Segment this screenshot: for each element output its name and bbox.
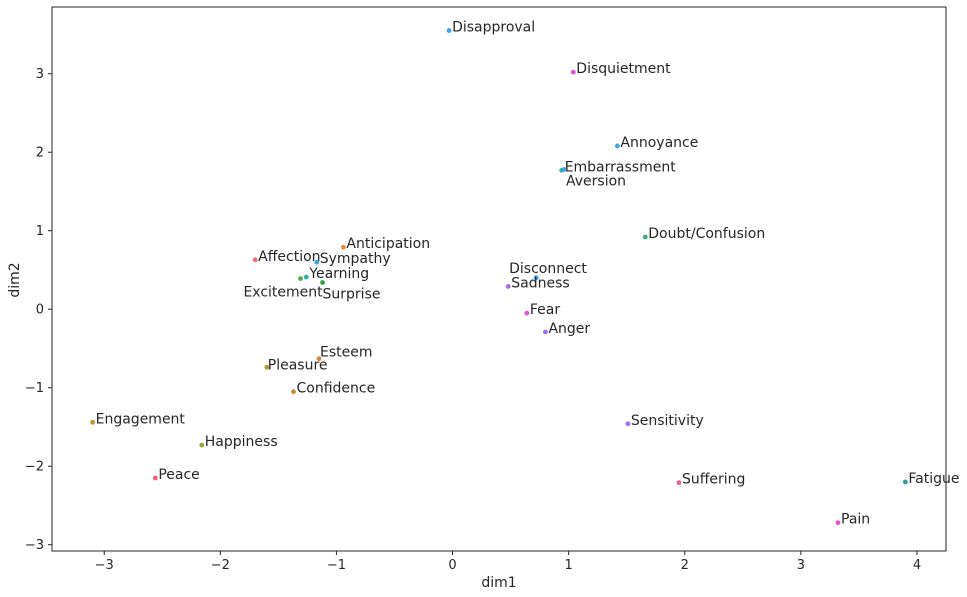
point-label: Peace xyxy=(158,467,199,483)
point-label: Sensitivity xyxy=(631,413,704,429)
point-marker xyxy=(676,480,682,486)
point-label: Anger xyxy=(548,321,590,337)
x-tick-label: 3 xyxy=(797,558,805,573)
point-label: Suffering xyxy=(682,472,745,488)
point-label: Pleasure xyxy=(268,357,328,373)
point-marker xyxy=(303,274,309,280)
point-marker xyxy=(543,329,548,335)
point-label: Surprise xyxy=(323,287,381,303)
point-label: Anticipation xyxy=(346,236,430,252)
point-marker xyxy=(570,69,576,75)
x-tick-label: 0 xyxy=(448,558,456,573)
point-label: Disapproval xyxy=(452,20,535,36)
x-tick-label: 1 xyxy=(565,558,573,573)
point-label: Disquietment xyxy=(576,61,671,77)
x-tick-label: −3 xyxy=(95,558,114,573)
point-marker xyxy=(446,28,452,33)
point-label: Fatigue xyxy=(908,471,959,487)
point-label: Fear xyxy=(530,302,560,318)
point-marker xyxy=(615,143,620,149)
point-marker xyxy=(298,276,303,282)
point-label: Affection xyxy=(258,249,320,265)
x-tick-label: −1 xyxy=(327,558,346,573)
point-label: Esteem xyxy=(320,345,373,361)
y-tick-label: 2 xyxy=(36,146,44,161)
y-tick-label: −1 xyxy=(25,381,44,396)
y-tick-label: 0 xyxy=(36,303,44,318)
plot-frame xyxy=(51,6,947,552)
x-axis-label: dim1 xyxy=(481,575,516,591)
point-marker xyxy=(642,234,648,240)
point-label: Confidence xyxy=(296,381,375,397)
point-marker xyxy=(199,442,205,448)
point-marker xyxy=(152,475,158,481)
point-label: Sadness xyxy=(511,275,569,291)
point-marker xyxy=(316,356,322,362)
point-label: Disconnect xyxy=(509,261,587,277)
point-marker xyxy=(533,275,539,281)
point-marker xyxy=(505,284,511,289)
point-label: Annoyance xyxy=(620,135,698,151)
point-marker xyxy=(524,310,530,316)
point-label: Happiness xyxy=(205,434,278,450)
x-tick-label: 2 xyxy=(681,558,689,573)
point-marker xyxy=(902,479,908,485)
point-marker xyxy=(252,257,258,263)
data-points: Disapproval Disquietment Annoyance Embarras… xyxy=(90,20,959,528)
y-axis-ticks: −3 −2 −1 0 1 2 3 xyxy=(25,67,52,553)
point-label: Excitement xyxy=(243,285,323,301)
point-marker xyxy=(320,280,325,285)
y-tick-label: −3 xyxy=(25,538,44,553)
point-label: Sympathy xyxy=(320,251,391,267)
point-marker xyxy=(291,389,296,395)
point-label: Aversion xyxy=(566,173,626,189)
point-marker xyxy=(341,244,346,250)
y-tick-label: −2 xyxy=(25,460,44,475)
x-tick-label: −2 xyxy=(211,558,230,573)
point-label: Pain xyxy=(841,512,870,528)
point-marker xyxy=(561,167,567,172)
x-tick-label: 4 xyxy=(913,558,921,573)
y-tick-label: 1 xyxy=(36,224,44,239)
point-label: Doubt/Confusion xyxy=(648,226,765,242)
point-marker xyxy=(625,421,631,427)
point-label: Yearning xyxy=(308,266,369,282)
y-axis-label: dim2 xyxy=(7,262,23,297)
point-label: Engagement xyxy=(96,411,186,427)
point-marker xyxy=(90,419,96,425)
point-marker xyxy=(314,259,320,265)
x-axis-ticks: −3 −2 −1 0 1 2 3 4 xyxy=(95,551,921,573)
point-label: Embarrassment xyxy=(565,159,677,175)
y-tick-label: 3 xyxy=(36,67,44,82)
point-marker xyxy=(835,520,841,526)
point-marker xyxy=(264,364,270,370)
